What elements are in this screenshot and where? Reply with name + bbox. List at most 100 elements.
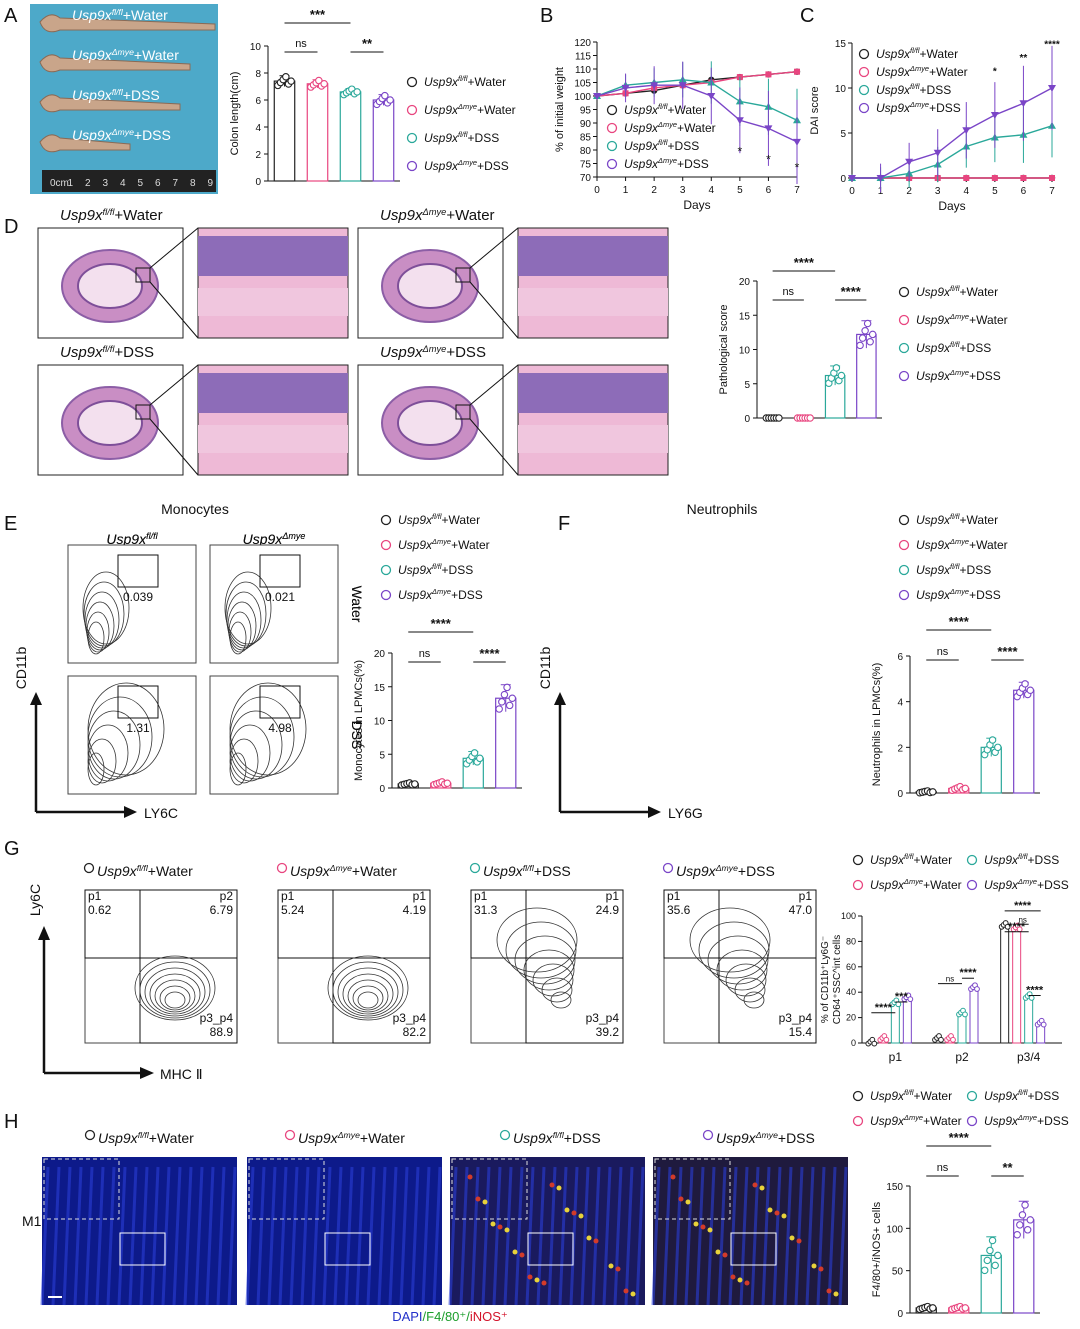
y-tick-label: 0 xyxy=(840,174,846,185)
colon-lumen xyxy=(77,400,143,446)
group-gene: Usp9x xyxy=(916,313,951,327)
legend-marker xyxy=(469,862,481,874)
flow-title: Usp9xfl/fl+DSS xyxy=(483,863,571,879)
legend-marker xyxy=(606,104,618,116)
group-gene: Usp9x xyxy=(916,563,951,577)
sig-label: **** xyxy=(875,1002,893,1014)
legend-marker xyxy=(852,879,864,891)
y-tick-label: 120 xyxy=(574,38,591,49)
y-tick-label: 70 xyxy=(580,173,592,184)
legend-marker xyxy=(380,589,392,601)
group-gene: Usp9x xyxy=(916,341,951,355)
sig-label: **** xyxy=(949,614,970,629)
group-genotype: Δmye xyxy=(1017,1113,1037,1122)
positive-cell xyxy=(789,1235,795,1241)
data-point xyxy=(500,690,509,699)
group-gene: Usp9x xyxy=(624,157,659,171)
contour xyxy=(698,921,770,979)
if-title: Usp9xfl/fl+DSS xyxy=(513,1130,601,1146)
data-point xyxy=(443,779,452,788)
if-title: Usp9xfl/fl+Water xyxy=(98,1130,194,1146)
bar xyxy=(1024,995,1034,1044)
inset-box xyxy=(654,1158,731,1220)
legend-marker xyxy=(852,1090,864,1102)
legendH2-item: Usp9xΔmye+DSS xyxy=(984,1113,1069,1128)
sig-label: ** xyxy=(1002,1160,1013,1175)
contour xyxy=(229,682,307,776)
group-treatment: +DSS xyxy=(477,159,509,173)
y-tick-label: 20 xyxy=(739,277,751,288)
group-gene: Usp9x xyxy=(876,83,911,97)
y-axis-name: Ly6C xyxy=(27,884,43,916)
x-tick-label: 0 xyxy=(594,185,600,196)
y-arrowhead xyxy=(38,926,50,940)
positive-cell xyxy=(767,1207,773,1213)
gate-name: p3_p4 xyxy=(200,1011,234,1025)
ruler-tick: 3 xyxy=(103,178,109,189)
group-gene: Usp9x xyxy=(916,588,951,602)
data-point xyxy=(508,694,517,702)
data-point xyxy=(503,683,511,692)
tissue-structure xyxy=(459,1166,469,1306)
tissue-structure xyxy=(245,1166,255,1306)
tissue-structure xyxy=(410,1166,420,1306)
sig-label: *** xyxy=(895,991,909,1003)
y-axis-title: Neutrophils in LPMCs(%) xyxy=(871,663,883,786)
data-point xyxy=(621,84,630,92)
positive-cell xyxy=(623,1288,629,1294)
contour xyxy=(689,907,771,973)
group-genotype: fl/fl xyxy=(103,344,116,354)
group-treatment: +DSS xyxy=(564,1130,601,1146)
crypt-layer xyxy=(518,373,668,413)
tissue-structure xyxy=(816,1166,826,1306)
gate-name: p1 xyxy=(281,889,295,903)
legend-marker xyxy=(380,539,392,551)
data-point xyxy=(1016,1221,1024,1229)
data-point xyxy=(848,175,856,182)
group-genotype: Δmye xyxy=(457,158,477,167)
y-tick-label: 5 xyxy=(379,750,385,761)
muscle-layer xyxy=(198,425,348,453)
panel-label-F: F xyxy=(558,513,570,535)
tissue-structure xyxy=(635,1166,645,1306)
positive-cell xyxy=(527,1274,533,1280)
tissue-structure xyxy=(536,1166,546,1306)
group-genotype: fl/fl xyxy=(458,74,468,83)
legendE-item: Usp9xΔmye+DSS xyxy=(398,587,483,602)
data-point xyxy=(1021,680,1029,688)
positive-cell xyxy=(475,1196,481,1202)
tissue-structure xyxy=(388,1166,398,1306)
tissue-structure xyxy=(470,1166,480,1306)
zoom-box xyxy=(730,1232,777,1266)
group-treatment: +DSS xyxy=(451,588,483,602)
colon-specimen xyxy=(39,54,191,73)
tissue-structure xyxy=(827,1166,837,1306)
tissue-structure xyxy=(84,1166,94,1306)
group-gene: Usp9x xyxy=(398,563,433,577)
group-genotype: Δmye xyxy=(949,537,969,546)
y-tick-label: 50 xyxy=(892,1267,904,1278)
contour xyxy=(149,973,201,1015)
group-gene: Usp9x xyxy=(398,538,433,552)
gate-name: p3_p4 xyxy=(393,1011,427,1025)
data-point xyxy=(498,698,506,706)
tissue-structure xyxy=(366,1166,376,1306)
bar xyxy=(902,996,912,1044)
tissue-structure xyxy=(256,1166,266,1306)
legend-marker xyxy=(406,132,418,144)
group-gene: Usp9x xyxy=(984,1089,1019,1103)
group-genotype: Δmye xyxy=(657,156,677,165)
legend-marker xyxy=(406,104,418,116)
sig-label: **** xyxy=(1014,900,1032,912)
group-treatment: +DSS xyxy=(960,563,992,577)
data-point xyxy=(832,364,841,372)
y-tick-label: 0 xyxy=(379,784,385,795)
legendA-item: Usp9xΔmye+Water xyxy=(424,102,516,117)
group-treatment: +DSS xyxy=(677,157,709,171)
gate-value: 6.79 xyxy=(210,903,234,917)
legend-marker xyxy=(898,539,910,551)
tissue-structure xyxy=(421,1166,431,1306)
group-genotype: fl/fl xyxy=(950,284,960,293)
panel-label-E: E xyxy=(4,513,17,535)
legendB-item: Usp9xΔmye+DSS xyxy=(624,156,709,171)
